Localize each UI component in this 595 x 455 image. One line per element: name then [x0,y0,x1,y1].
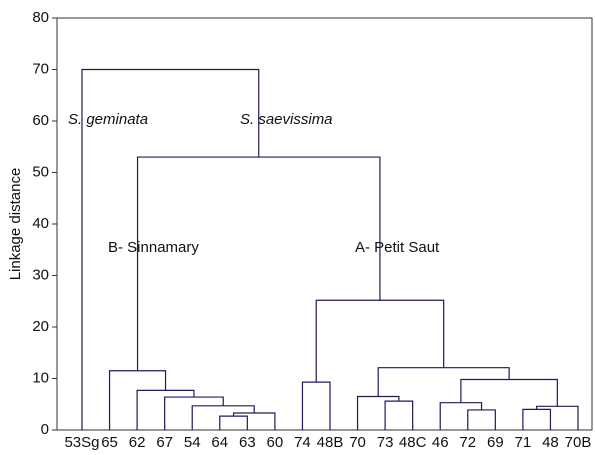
dendrogram-link [136,389,195,430]
y-tick-label: 20 [32,318,49,335]
dendrogram-link [467,409,496,430]
leaf-label: 70B [565,434,592,451]
annotation: S. saevissima [240,111,333,128]
y-tick-label: 50 [32,163,49,180]
leaf-label: 69 [487,434,504,451]
dendrogram-link [315,299,445,383]
annotation: B- Sinnamary [108,239,199,256]
leaf-label: 48B [317,434,344,451]
leaf-label: 46 [432,434,449,451]
dendrogram-link [384,400,414,430]
y-tick-label: 80 [32,9,49,26]
leaf-label: 54 [184,434,201,451]
leaf-label: 71 [515,434,532,451]
dendrogram-link [136,156,381,371]
leaf-label: 62 [129,434,146,451]
dendrogram-link [301,381,331,430]
leaf-label: 48 [542,434,559,451]
y-tick-label: 30 [32,266,49,283]
leaf-label: 64 [211,434,228,451]
dendrogram-link [377,367,510,397]
leaf-label: 48C [399,434,427,451]
dendrogram-link [522,408,552,430]
leaf-label: 74 [294,434,311,451]
y-tick-label: 70 [32,60,49,77]
dendrogram-link [81,68,260,430]
y-tick-label: 10 [32,369,49,386]
dendrogram-link [219,415,248,430]
leaf-label: 67 [156,434,173,451]
dendrogram-link [164,396,224,430]
leaf-label: 65 [101,434,118,451]
dendrogram-link [439,402,483,430]
annotation: A- Petit Saut [355,239,440,256]
leaf-label: 70 [349,434,366,451]
leaf-label: 73 [377,434,394,451]
leaf-label: 60 [267,434,284,451]
y-tick-label: 40 [32,215,49,232]
annotation: S. geminata [68,111,148,128]
dendrogram-link [191,405,255,430]
leaf-label: 63 [239,434,256,451]
leaf-label: 53Sg [64,434,99,451]
leaf-label: 72 [459,434,476,451]
y-tick-label: 0 [41,421,49,438]
y-tick-label: 60 [32,112,49,129]
y-axis-label: Linkage distance [7,168,24,281]
